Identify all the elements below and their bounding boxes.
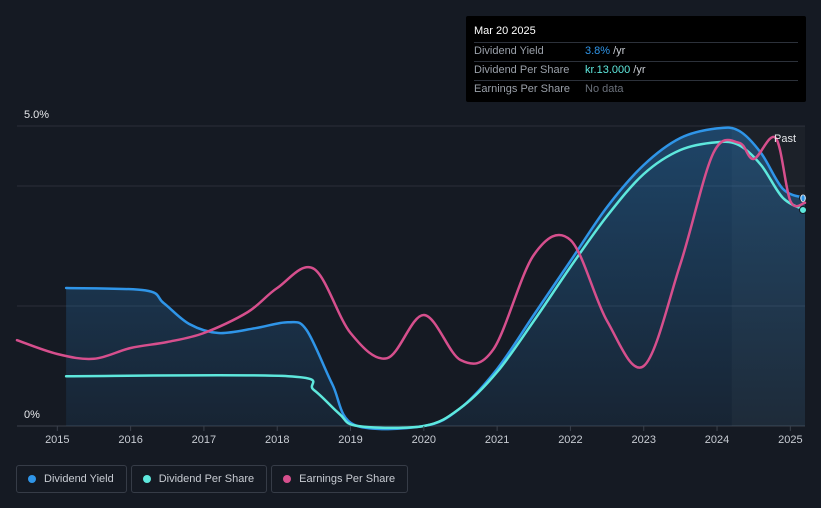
x-tick-label: 2018 (265, 434, 289, 446)
chart-area: 2015 2016 2017 2018 2019 2020 2021 2022 2023 2024… (15, 109, 807, 446)
x-tick-label: 2016 (118, 434, 142, 446)
tooltip-row-dividend-yield: Dividend Yield 3.8% /yr (474, 42, 798, 61)
tooltip-unit: /yr (613, 45, 626, 57)
y-tick-label: 5.0% (24, 109, 49, 121)
legend-label: Dividend Yield (44, 473, 114, 485)
legend-item-earnings-per-share[interactable]: Earnings Per Share (271, 465, 409, 493)
earnings-per-share-line (15, 135, 807, 369)
legend-label: Dividend Per Share (158, 473, 255, 485)
y-tick-label: 0% (24, 409, 40, 421)
x-tick-label: 2022 (558, 434, 582, 446)
tooltip-date: Mar 20 2025 (474, 25, 536, 37)
tooltip-value: No data (585, 83, 624, 95)
tooltip-unit: /yr (633, 64, 646, 76)
dividend-yield-end-point (799, 194, 807, 202)
x-tick-label: 2017 (192, 434, 216, 446)
tooltip-value: 3.8% (585, 45, 611, 57)
legend-dot-icon (28, 475, 36, 483)
legend-item-dividend-yield[interactable]: Dividend Yield (16, 465, 127, 493)
dividend-yield-area (66, 127, 806, 430)
dividend-per-share-end-point (799, 206, 807, 214)
tooltip-label: Dividend Yield (474, 45, 544, 57)
x-tick-label: 2021 (485, 434, 509, 446)
edge-marker-label: 0 (800, 193, 806, 205)
tooltip-label: Earnings Per Share (474, 83, 570, 95)
legend-item-dividend-per-share[interactable]: Dividend Per Share (130, 465, 268, 493)
tooltip-panel: Mar 20 2025 Dividend Yield 3.8% /yr Divi… (466, 16, 806, 102)
x-tick-label: 2025 (778, 434, 802, 446)
past-label: Past (774, 133, 796, 145)
x-tick-label: 2020 (412, 434, 436, 446)
x-tick-label: 2024 (705, 434, 729, 446)
tooltip-label: Dividend Per Share (474, 64, 570, 76)
dividend-per-share-line (64, 140, 807, 430)
x-tick-label: 2015 (45, 434, 69, 446)
tooltip-row-earnings-per-share: Earnings Per Share No data (474, 80, 798, 99)
legend: Dividend Yield Dividend Per Share Earnin… (16, 465, 409, 493)
legend-dot-icon (142, 475, 151, 483)
legend-label: Earnings Per Share (299, 473, 396, 485)
tooltip-value: kr.13.000 (585, 64, 631, 76)
tooltip-row-dividend-per-share: Dividend Per Share kr.13.000 /yr (474, 61, 798, 80)
x-tick-label: 2023 (631, 434, 655, 446)
x-tick-label: 2019 (338, 434, 362, 446)
legend-dot-icon (283, 475, 292, 483)
